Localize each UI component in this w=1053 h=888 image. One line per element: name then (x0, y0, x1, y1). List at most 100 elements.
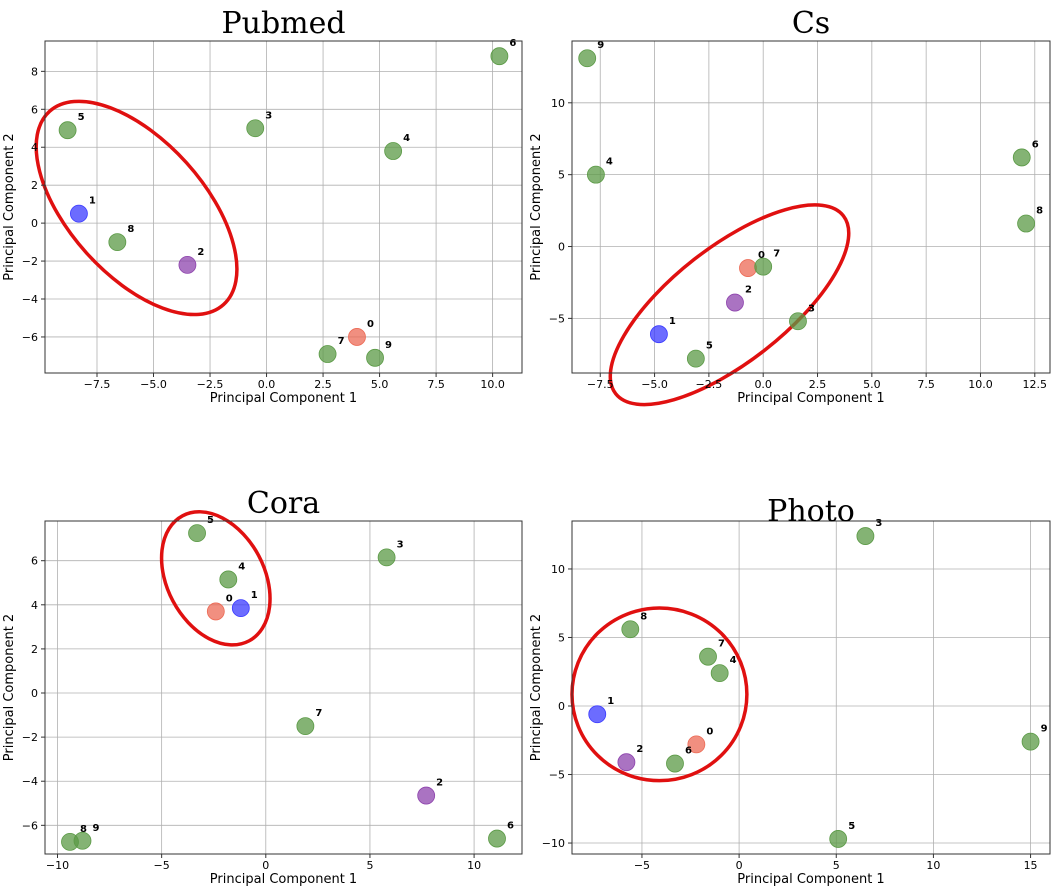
x-tick-label: 5.0 (863, 378, 881, 391)
x-tick-label: 0.0 (754, 378, 772, 391)
point-label: 6 (509, 38, 516, 49)
point-label: 3 (397, 539, 404, 550)
axes-frame (44, 520, 523, 855)
x-tick-label: 7.5 (427, 378, 445, 391)
x-tick-label: −2.5 (696, 378, 723, 391)
y-axis-label: Principal Component 2 (529, 614, 544, 761)
x-tick-label: −5.0 (140, 378, 167, 391)
point-label: 8 (640, 611, 647, 622)
data-point-8 (621, 620, 640, 639)
data-point-6 (490, 47, 509, 66)
y-tick-label: 0 (558, 241, 565, 254)
x-tick-label: 0 (262, 859, 269, 872)
data-point-4 (710, 664, 729, 683)
x-axis-label: Principal Component 1 (737, 391, 884, 406)
data-point-2 (417, 786, 436, 805)
x-tick-label: 7.5 (917, 378, 935, 391)
y-tick-label: 0 (31, 687, 38, 700)
point-label: 5 (706, 341, 713, 352)
point-label: 5 (78, 112, 85, 123)
chart-title: Cora (247, 486, 320, 521)
y-tick-label: −10 (542, 837, 565, 850)
point-label: 4 (606, 157, 613, 168)
data-point-7 (699, 647, 717, 666)
y-axis-label: Principal Component 2 (2, 133, 17, 280)
point-label: 9 (385, 340, 392, 351)
y-tick-label: −5 (549, 312, 565, 325)
data-point-0 (687, 735, 706, 754)
point-label: 0 (706, 726, 713, 737)
x-tick-label: 10.0 (480, 378, 505, 391)
highlight-ellipse (570, 606, 749, 783)
x-tick-label: 10 (926, 859, 940, 872)
chart-panel-cs: 0 1 2 3 4 5 6 7 8 9 −7.5 −5.0 −2.5 0.0 2.5 5.0 7.5 10.0 12… (529, 6, 1051, 407)
axes-frame (571, 520, 1051, 855)
x-tick-label: 5 (366, 859, 373, 872)
x-tick-label: 2.5 (314, 378, 332, 391)
x-tick-label: −5 (154, 859, 170, 872)
data-point-3 (856, 527, 875, 545)
data-point-7 (754, 257, 773, 276)
point-label: 0 (367, 319, 374, 330)
point-label: 7 (315, 708, 322, 719)
x-tick-label: 10.0 (968, 378, 993, 391)
data-point-1 (70, 204, 88, 223)
data-point-9 (366, 348, 384, 367)
chart-title: Photo (767, 494, 855, 529)
data-point-4 (219, 570, 238, 589)
data-point-8 (1017, 214, 1035, 233)
y-tick-label: −4 (22, 775, 38, 788)
point-label: 9 (1041, 724, 1048, 735)
y-tick-label: 6 (31, 555, 38, 568)
chart-title: Cs (792, 6, 830, 41)
x-axis-label: Principal Component 1 (737, 872, 884, 887)
data-point-2 (726, 293, 744, 312)
point-label: 3 (265, 110, 272, 121)
data-point-3 (246, 119, 265, 138)
data-point-9 (1021, 732, 1040, 751)
data-point-9 (578, 49, 597, 68)
data-point-9 (73, 831, 92, 850)
x-tick-label: 5 (833, 859, 840, 872)
y-tick-label: 6 (31, 103, 38, 116)
y-tick-label: −6 (22, 819, 38, 832)
point-label: 2 (636, 744, 643, 755)
chart-panel-pubmed: 0 1 2 3 4 5 6 7 8 9 −7.5 −5.0 −2.5 0.0 2.5 5.0 7.5 10.0 −6… (2, 6, 523, 406)
x-tick-label: −5.0 (641, 378, 668, 391)
y-tick-label: 8 (31, 65, 38, 78)
y-tick-label: 4 (31, 141, 38, 154)
point-label: 5 (848, 821, 855, 832)
point-label: 8 (127, 224, 134, 235)
point-label: 4 (730, 655, 737, 666)
x-tick-label: 5.0 (371, 378, 389, 391)
x-tick-label: −7.5 (84, 378, 111, 391)
data-point-6 (1012, 148, 1031, 167)
data-point-5 (58, 121, 77, 140)
point-label: 7 (718, 639, 725, 650)
x-tick-label: −2.5 (197, 378, 224, 391)
y-tick-label: −2 (22, 731, 38, 744)
point-label: 6 (507, 821, 514, 832)
x-axis-label: Principal Component 1 (210, 391, 357, 406)
y-tick-label: 10 (551, 563, 565, 576)
y-tick-label: 0 (558, 700, 565, 713)
x-tick-label: 15 (1024, 859, 1038, 872)
data-point-0 (348, 328, 366, 346)
axes-frame (44, 40, 523, 374)
point-label: 2 (436, 778, 443, 789)
data-point-3 (789, 312, 807, 331)
highlight-ellipse (608, 203, 851, 407)
point-label: 1 (669, 316, 676, 327)
point-label: 2 (197, 247, 204, 258)
data-point-5 (188, 524, 206, 543)
y-tick-label: 5 (558, 169, 565, 182)
point-label: 4 (403, 133, 410, 144)
data-point-4 (384, 142, 403, 160)
point-label: 8 (1036, 206, 1043, 217)
y-tick-label: 2 (31, 179, 38, 192)
x-axis-label: Principal Component 1 (210, 872, 357, 887)
data-point-6 (666, 754, 684, 773)
point-label: 3 (808, 303, 815, 314)
